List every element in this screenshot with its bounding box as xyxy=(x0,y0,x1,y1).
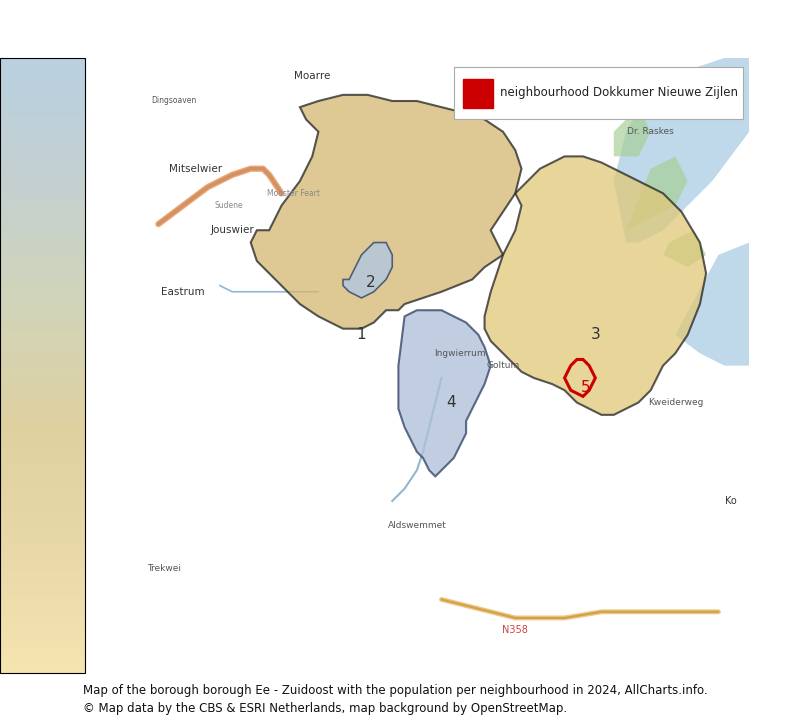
Text: N358: N358 xyxy=(503,626,528,635)
Text: Fanium: Fanium xyxy=(484,72,522,81)
Polygon shape xyxy=(343,243,392,298)
Text: Map of the borough borough Ee - Zuidoost with the population per neighbourhood i: Map of the borough borough Ee - Zuidoost… xyxy=(83,684,708,697)
Text: Jouswier: Jouswier xyxy=(210,225,254,235)
Polygon shape xyxy=(676,243,750,366)
Text: Goltum: Goltum xyxy=(487,361,519,370)
Text: Kweiderweg: Kweiderweg xyxy=(648,398,703,407)
Text: Moarre: Moarre xyxy=(294,72,330,81)
Polygon shape xyxy=(663,230,706,267)
FancyBboxPatch shape xyxy=(454,67,743,119)
Polygon shape xyxy=(484,156,706,415)
Text: Ingwierrum: Ingwierrum xyxy=(434,349,486,358)
Text: 1: 1 xyxy=(357,327,366,342)
Text: Trekwei: Trekwei xyxy=(148,564,182,573)
Text: Sudene: Sudene xyxy=(215,201,244,210)
Bar xyxy=(463,79,492,109)
Text: Eastrum: Eastrum xyxy=(161,287,205,297)
Text: 5: 5 xyxy=(581,379,591,395)
Polygon shape xyxy=(614,107,651,156)
Text: Dr. Raskes: Dr. Raskes xyxy=(627,127,674,136)
Text: 3: 3 xyxy=(591,327,600,342)
Text: Aldswemmet: Aldswemmet xyxy=(387,521,446,530)
Polygon shape xyxy=(399,311,491,476)
Text: Dingsoaven: Dingsoaven xyxy=(151,96,196,106)
Polygon shape xyxy=(614,58,750,243)
Text: Saaksen: Saaksen xyxy=(572,78,607,87)
Text: © Map data by the CBS & ESRI Netherlands, map background by OpenStreetMap.: © Map data by the CBS & ESRI Netherlands… xyxy=(83,702,568,715)
Polygon shape xyxy=(626,156,688,230)
Text: Mooster Feart: Mooster Feart xyxy=(268,189,320,198)
Text: neighbourhood Dokkumer Nieuwe Zijlen: neighbourhood Dokkumer Nieuwe Zijlen xyxy=(500,86,738,99)
Text: 4: 4 xyxy=(446,395,456,410)
Polygon shape xyxy=(251,95,522,329)
Text: Ko: Ko xyxy=(725,496,737,506)
Text: Mitselwier: Mitselwier xyxy=(169,164,222,174)
Text: 2: 2 xyxy=(366,275,376,290)
